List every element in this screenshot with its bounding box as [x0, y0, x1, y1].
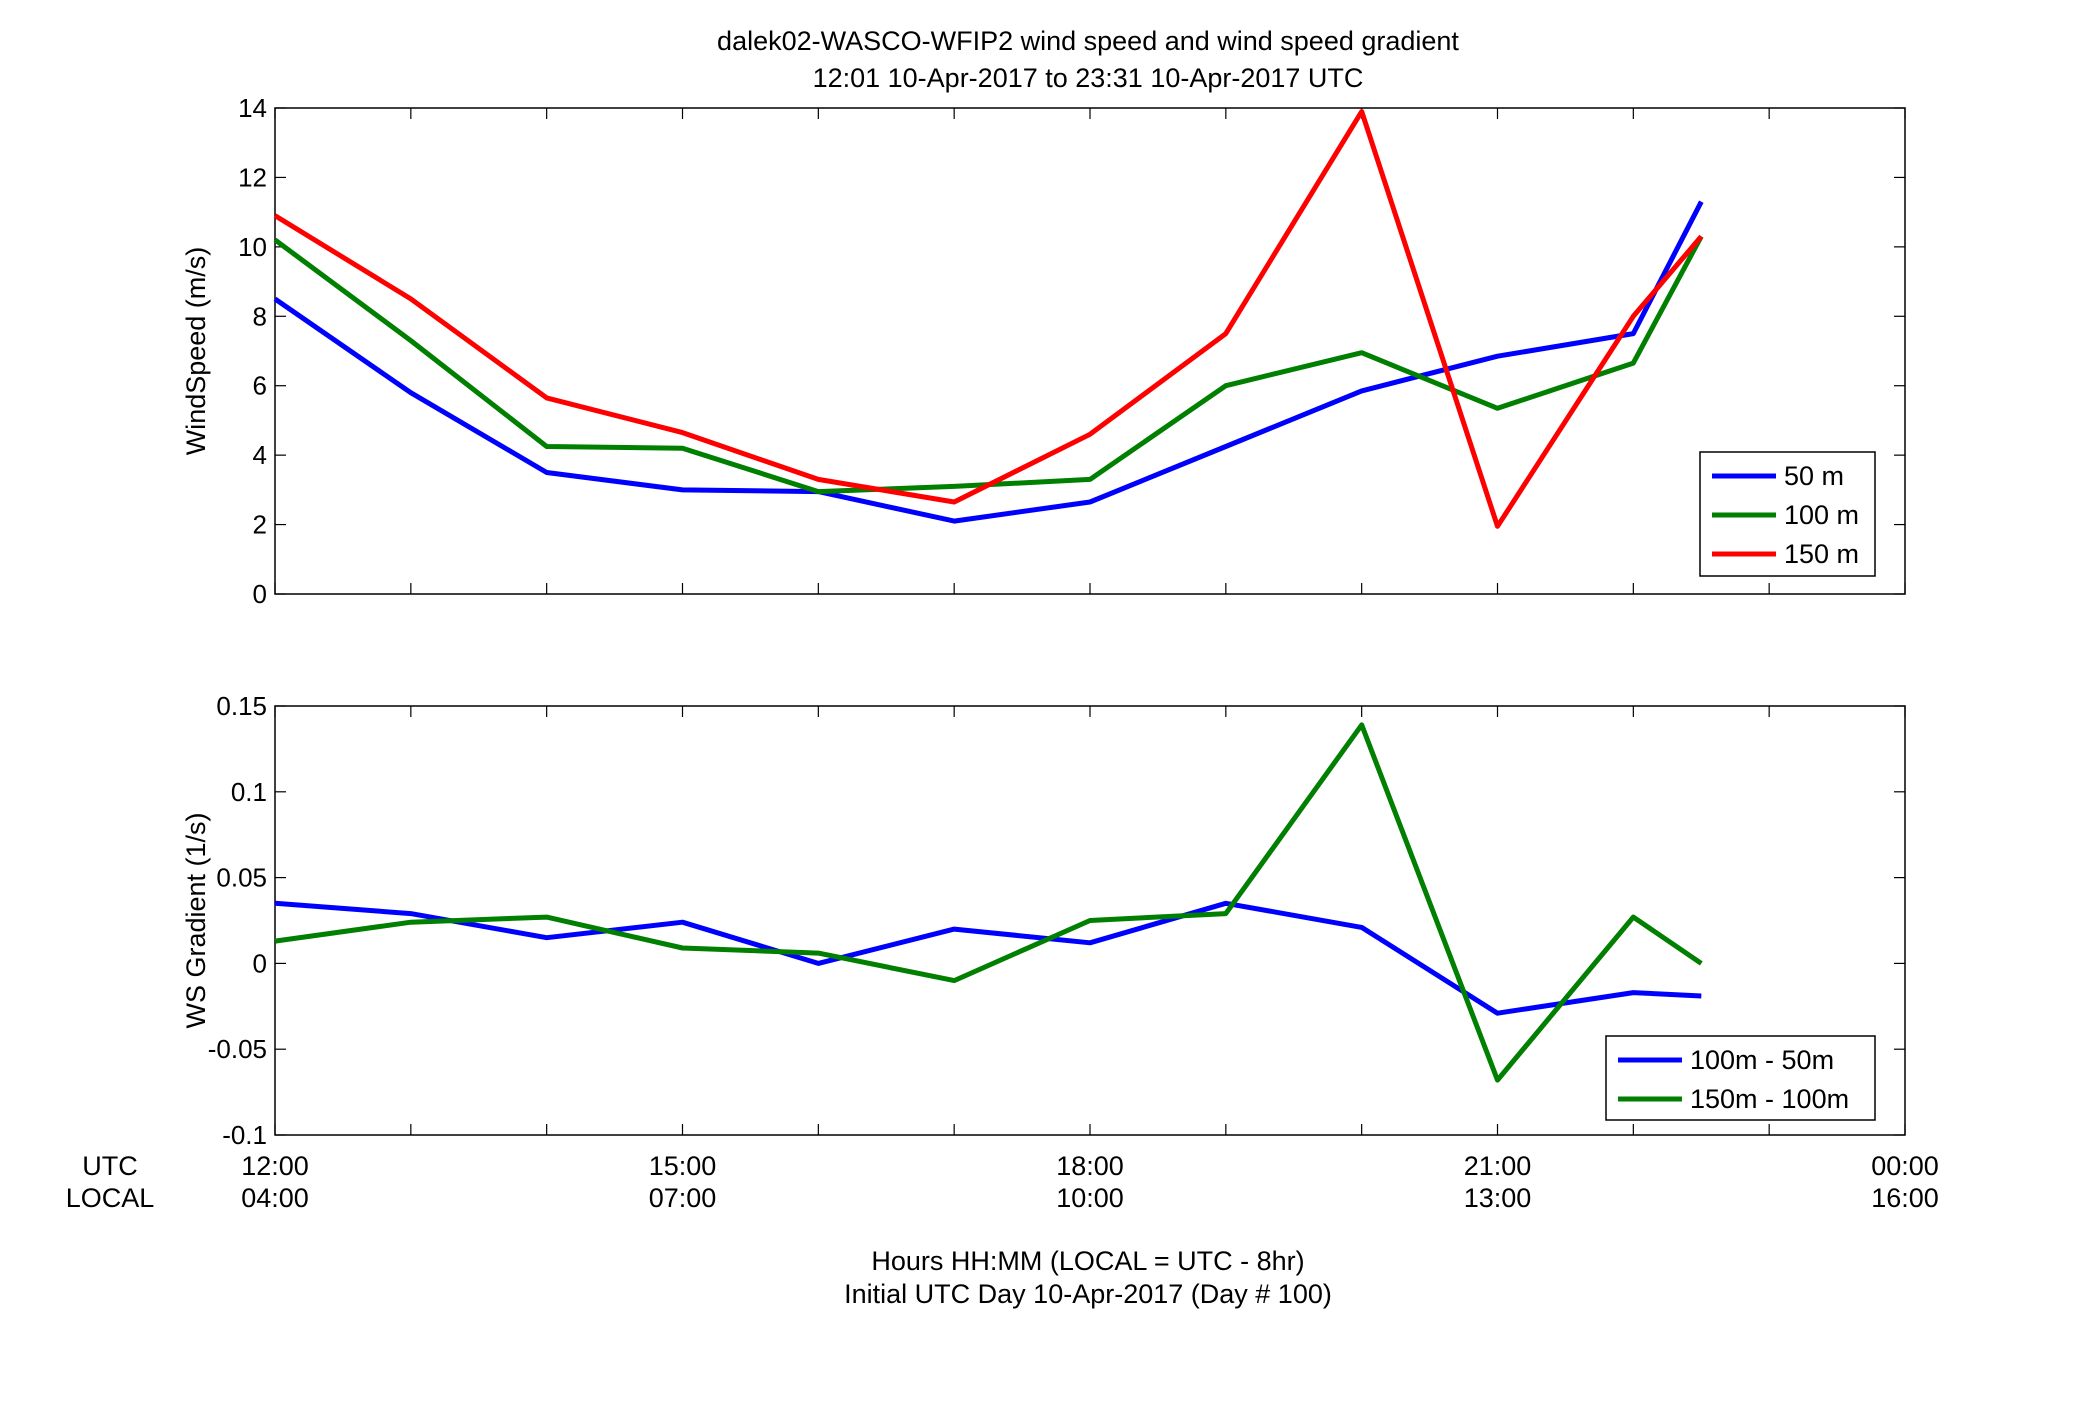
y-tick-label: -0.05: [208, 1034, 267, 1064]
utc-tick-label: 12:00: [241, 1151, 309, 1181]
series-line: [273, 235, 1704, 495]
local-row-label: LOCAL: [66, 1183, 155, 1213]
legend-label: 50 m: [1784, 461, 1844, 491]
y-tick-label: 12: [238, 162, 267, 192]
y-tick-label: 14: [238, 93, 267, 123]
local-tick-label: 10:00: [1056, 1183, 1124, 1213]
series-line: [274, 900, 1702, 1016]
utc-tick-label: 15:00: [649, 1151, 717, 1181]
y-tick-label: 8: [253, 301, 267, 331]
y-tick-label: 0.1: [231, 777, 267, 807]
legend-box: [1605, 1035, 1876, 1121]
series-line: [273, 109, 1704, 529]
windspeed-panel: 0 2 4 6 8 10 12 14 WindSpeed (m/s) 50 m 100 m 150 m: [181, 93, 1906, 609]
chart-title-line2: 12:01 10-Apr-2017 to 23:31 10-Apr-2017 U…: [813, 63, 1364, 93]
y-tick-label: 6: [253, 371, 267, 401]
y-axis-label: WindSpeed (m/s): [181, 247, 211, 456]
local-tick-label: 04:00: [241, 1183, 309, 1213]
y-tick-label: 4: [253, 440, 267, 470]
utc-tick-label: 18:00: [1056, 1151, 1124, 1181]
x-axis-label-line1: Hours HH:MM (LOCAL = UTC - 8hr): [871, 1246, 1304, 1276]
local-tick-label: 16:00: [1871, 1183, 1939, 1213]
x-axis-label-line2: Initial UTC Day 10-Apr-2017 (Day # 100): [844, 1279, 1332, 1309]
y-tick-label: 0.05: [216, 863, 267, 893]
y-tick-label: 10: [238, 232, 267, 262]
series-line: [274, 722, 1703, 1083]
y-tick-label: 0.15: [216, 691, 267, 721]
y-tick-label: -0.1: [222, 1120, 267, 1150]
y-tick-label: 2: [253, 510, 267, 540]
legend-label: 100m - 50m: [1690, 1045, 1834, 1075]
series-line: [273, 200, 1704, 524]
legend-label: 150 m: [1784, 539, 1859, 569]
chart-title-line1: dalek02-WASCO-WFIP2 wind speed and wind …: [717, 26, 1459, 56]
utc-row-label: UTC: [82, 1151, 138, 1181]
legend: 50 m 100 m 150 m: [1699, 451, 1876, 577]
legend-label: 150m - 100m: [1690, 1084, 1849, 1114]
legend: 100m - 50m 150m - 100m: [1605, 1035, 1876, 1121]
gradient-panel: -0.1 -0.05 0 0.05 0.1 0.15 WS Gradient (1/s) 10…: [181, 691, 1906, 1150]
local-tick-label: 13:00: [1464, 1183, 1532, 1213]
utc-tick-label: 21:00: [1464, 1151, 1532, 1181]
y-tick-label: 0: [253, 579, 267, 609]
y-axis-label: WS Gradient (1/s): [181, 812, 211, 1028]
legend-label: 100 m: [1784, 500, 1859, 530]
utc-tick-label: 00:00: [1871, 1151, 1939, 1181]
y-tick-label: 0: [253, 948, 267, 978]
local-tick-label: 07:00: [649, 1183, 717, 1213]
